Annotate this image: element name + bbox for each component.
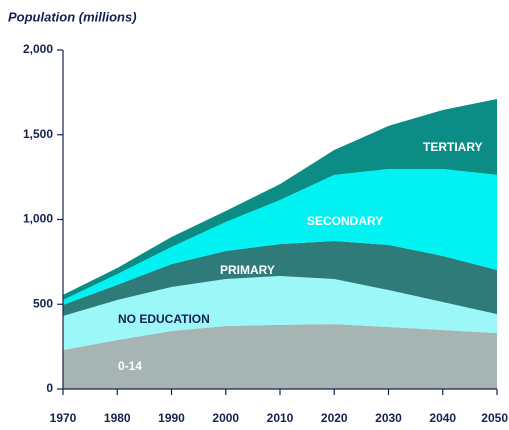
x-tick-label: 1990: [158, 411, 185, 425]
x-tick-label: 2030: [375, 411, 402, 425]
x-tick-label: 2000: [212, 411, 239, 425]
y-tick-label: 1,000: [23, 212, 53, 226]
area: [63, 98, 497, 301]
area: [63, 241, 497, 316]
x-tick-label: 2050: [481, 411, 508, 425]
x-tick-label: 2040: [429, 411, 456, 425]
y-tick-label: 1,500: [23, 127, 53, 141]
x-tick-label: 2010: [267, 411, 294, 425]
series-label: TERTIARY: [423, 140, 483, 154]
series-label: NO EDUCATION: [118, 312, 210, 326]
x-tick-label: 1970: [50, 411, 77, 425]
area: [63, 275, 497, 351]
series-label: PRIMARY: [220, 263, 275, 277]
chart-title: Population (millions): [8, 9, 137, 24]
area: [63, 324, 497, 389]
area: [63, 168, 497, 305]
y-tick-label: 0: [46, 381, 53, 395]
y-tick-label: 2,000: [23, 42, 53, 56]
y-tick-label: 500: [33, 296, 53, 310]
x-tick-label: 2020: [321, 411, 348, 425]
series-label: SECONDARY: [307, 214, 383, 228]
x-tick-label: 1980: [104, 411, 131, 425]
series-label: 0-14: [118, 359, 142, 373]
